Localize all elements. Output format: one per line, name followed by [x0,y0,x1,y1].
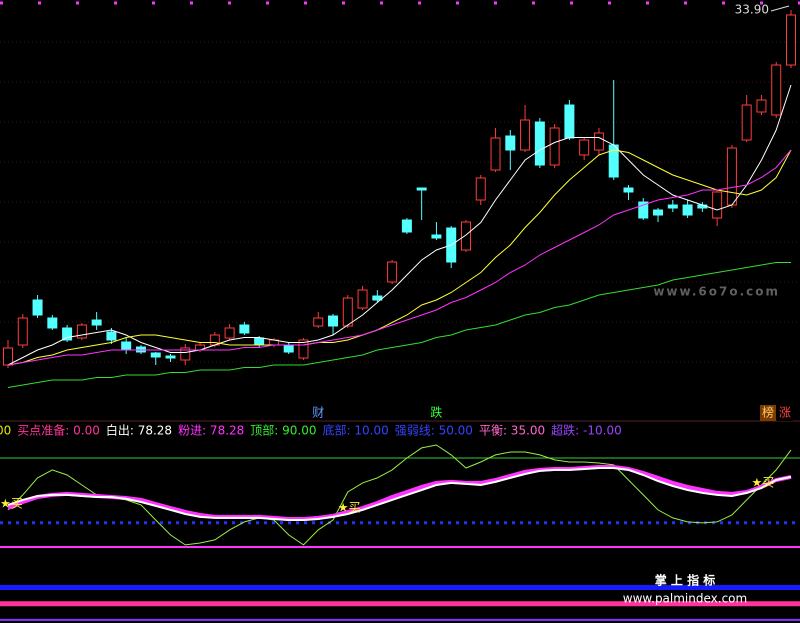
candle-body [401,219,412,233]
watermark: www.6o7o.com [653,285,780,299]
candle-body [786,14,796,66]
candle-body [712,191,723,219]
candle-body [623,187,634,193]
candle-body [3,347,13,366]
watermark-title: 掌 上 指 标 [655,573,716,588]
candle-body [756,99,767,113]
candle-body [387,261,398,283]
buy-signal: ★买 [751,475,774,489]
ma-line [7,149,792,366]
legend-item: 底部: 10.00 [323,423,389,438]
ma-line [7,149,792,366]
legend-item: 00 [0,424,11,438]
candle-body [771,64,782,116]
price-panel: 33.90 财 跌 榜涨 www.6o7o.com [3,3,796,421]
candle-body [431,234,442,239]
legend-item: 买点准备: 0.00 [17,424,100,438]
event-label: 跌 [430,405,442,420]
candle-body [653,209,664,216]
ma-line [7,262,791,388]
candle-body [17,317,28,346]
indicator-line [7,465,792,521]
candle-body [150,352,161,358]
watermark-url: www.palmindex.com [623,592,747,606]
candle-body [460,221,471,251]
candle-body [682,204,693,216]
candle-body [298,339,309,359]
candle-body [180,347,191,361]
high-marker-label: 33.90 [735,3,769,17]
legend-item: 平衡: 35.00 [479,424,545,438]
indicator-line [7,467,792,521]
candle-body [283,344,294,353]
candle-body [520,119,531,151]
tag-label: 榜 [762,405,774,420]
candle-body [32,299,43,316]
candle-body [741,104,752,141]
candle-body [239,324,250,334]
event-label: 财 [312,406,324,420]
ma-line [7,84,792,366]
candle-body [313,317,324,327]
candle-body [342,297,353,327]
candle-body [91,319,102,326]
buy-signal: ★买 [338,500,361,514]
candle-body [505,135,516,151]
candle-body [121,341,132,351]
candle-body [165,355,176,359]
indicator-panel: ★买 ★买 ★买 00 买点准备: 0.00 白出: 78.28 粉进: 78.28 顶部: … [0,423,800,621]
candle-body [593,132,604,151]
candle-body [726,147,737,206]
candle-body [534,121,545,166]
tag-box [777,405,793,421]
candle-body [579,139,590,156]
high-marker-arrow [770,5,790,12]
candle-body [76,324,87,339]
candle-body [638,201,649,219]
candle-body [667,204,678,209]
indicator-line [7,444,792,546]
candle-body [372,295,383,301]
buy-signal: ★买 [0,497,23,511]
tag-label: 涨 [779,405,791,420]
candle-body [106,331,117,341]
legend-item: 强弱线: 50.00 [395,424,473,438]
candle-body [549,127,560,166]
legend-item: 顶部: 90.00 [250,423,316,438]
legend-item: 超跌: -10.00 [551,423,622,438]
candle-body [475,177,486,201]
tag-box [760,405,776,421]
candle-body [490,137,501,171]
candle-body [416,187,427,191]
candle-body [564,104,575,139]
candle-body [328,315,339,327]
legend-item: 粉进: 78.28 [178,424,244,438]
candle-body [224,327,235,339]
legend-item: 白出: 78.28 [106,423,172,438]
candle-body [357,289,368,309]
candle-body [62,327,73,341]
candle-body [254,337,265,346]
candle-body [47,317,58,329]
